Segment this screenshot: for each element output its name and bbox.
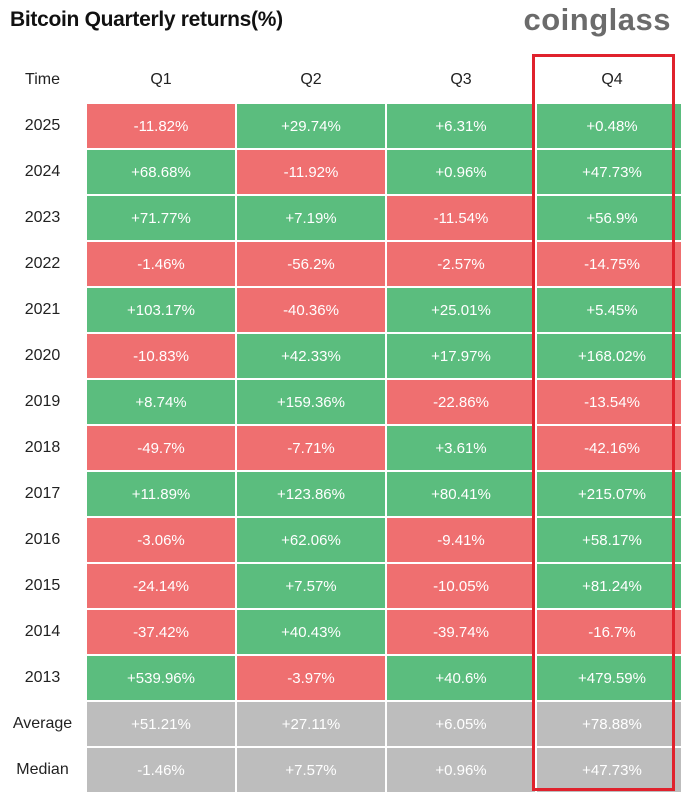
return-cell: +7.57%	[237, 564, 385, 608]
return-cell: -7.71%	[237, 426, 385, 470]
return-cell: -3.97%	[237, 656, 385, 700]
row-label-2021: 2021	[0, 288, 85, 332]
return-cell: -10.83%	[87, 334, 235, 378]
row-label-2014: 2014	[0, 610, 85, 654]
return-cell: +47.73%	[537, 150, 681, 194]
row-label-2019: 2019	[0, 380, 85, 424]
return-cell: +42.33%	[237, 334, 385, 378]
return-cell: -11.82%	[87, 104, 235, 148]
return-cell: -11.92%	[237, 150, 385, 194]
summary-cell: +47.73%	[537, 748, 681, 792]
row-label-average: Average	[0, 702, 85, 746]
row-label-2024: 2024	[0, 150, 85, 194]
return-cell: -1.46%	[87, 242, 235, 286]
return-cell: -11.54%	[387, 196, 535, 240]
return-cell: -16.7%	[537, 610, 681, 654]
row-label-2013: 2013	[0, 656, 85, 700]
return-cell: +29.74%	[237, 104, 385, 148]
row-label-2016: 2016	[0, 518, 85, 562]
summary-cell: +27.11%	[237, 702, 385, 746]
return-cell: +479.59%	[537, 656, 681, 700]
return-cell: +81.24%	[537, 564, 681, 608]
page-title: Bitcoin Quarterly returns(%)	[10, 8, 283, 31]
return-cell: +159.36%	[237, 380, 385, 424]
return-cell: +40.43%	[237, 610, 385, 654]
return-cell: +8.74%	[87, 380, 235, 424]
return-cell: -10.05%	[387, 564, 535, 608]
row-label-2015: 2015	[0, 564, 85, 608]
return-cell: -24.14%	[87, 564, 235, 608]
return-cell: +0.48%	[537, 104, 681, 148]
return-cell: +11.89%	[87, 472, 235, 516]
return-cell: -37.42%	[87, 610, 235, 654]
return-cell: +6.31%	[387, 104, 535, 148]
return-cell: -9.41%	[387, 518, 535, 562]
return-cell: +40.6%	[387, 656, 535, 700]
return-cell: +7.19%	[237, 196, 385, 240]
return-cell: -3.06%	[87, 518, 235, 562]
column-header-q2: Q2	[237, 58, 385, 102]
return-cell: -40.36%	[237, 288, 385, 332]
summary-cell: +0.96%	[387, 748, 535, 792]
summary-cell: +7.57%	[237, 748, 385, 792]
column-header-q3: Q3	[387, 58, 535, 102]
return-cell: -39.74%	[387, 610, 535, 654]
row-label-2018: 2018	[0, 426, 85, 470]
column-header-q1: Q1	[87, 58, 235, 102]
return-cell: +539.96%	[87, 656, 235, 700]
return-cell: -42.16%	[537, 426, 681, 470]
summary-cell: -1.46%	[87, 748, 235, 792]
return-cell: -13.54%	[537, 380, 681, 424]
return-cell: -49.7%	[87, 426, 235, 470]
return-cell: +62.06%	[237, 518, 385, 562]
column-header-q4: Q4	[537, 58, 681, 102]
return-cell: +3.61%	[387, 426, 535, 470]
return-cell: +5.45%	[537, 288, 681, 332]
return-cell: +58.17%	[537, 518, 681, 562]
return-cell: +25.01%	[387, 288, 535, 332]
summary-cell: +51.21%	[87, 702, 235, 746]
row-label-2023: 2023	[0, 196, 85, 240]
row-label-2020: 2020	[0, 334, 85, 378]
return-cell: +17.97%	[387, 334, 535, 378]
return-cell: -2.57%	[387, 242, 535, 286]
row-label-2025: 2025	[0, 104, 85, 148]
return-cell: +168.02%	[537, 334, 681, 378]
return-cell: +215.07%	[537, 472, 681, 516]
return-cell: +68.68%	[87, 150, 235, 194]
return-cell: -14.75%	[537, 242, 681, 286]
row-label-median: Median	[0, 748, 85, 792]
return-cell: -56.2%	[237, 242, 385, 286]
summary-cell: +6.05%	[387, 702, 535, 746]
return-cell: +0.96%	[387, 150, 535, 194]
return-cell: +123.86%	[237, 472, 385, 516]
column-header-time: Time	[0, 58, 85, 102]
coinglass-logo: coinglass	[523, 2, 671, 37]
return-cell: +56.9%	[537, 196, 681, 240]
summary-cell: +78.88%	[537, 702, 681, 746]
return-cell: +103.17%	[87, 288, 235, 332]
row-label-2017: 2017	[0, 472, 85, 516]
return-cell: +71.77%	[87, 196, 235, 240]
returns-table: Time Q1 Q2 Q3 Q4 2025 -11.82% +29.74% +6.31% +0.4…	[0, 58, 681, 794]
row-label-2022: 2022	[0, 242, 85, 286]
return-cell: +80.41%	[387, 472, 535, 516]
return-cell: -22.86%	[387, 380, 535, 424]
